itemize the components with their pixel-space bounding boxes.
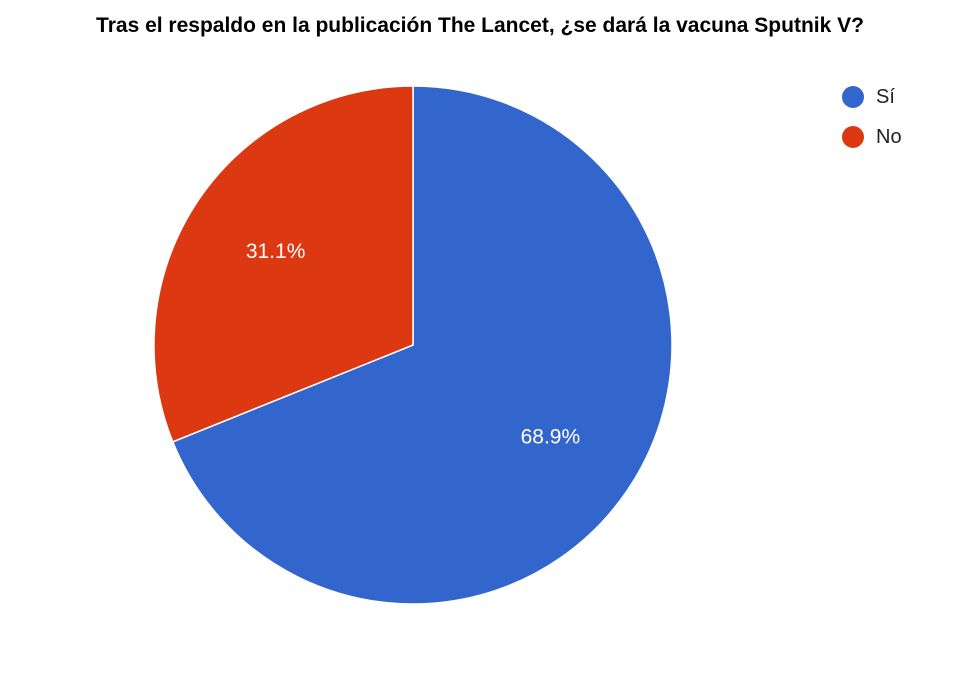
pie-slice-si[interactable] xyxy=(171,85,673,605)
legend-item-no[interactable]: No xyxy=(842,124,902,150)
pie-slice-no[interactable] xyxy=(153,85,414,443)
slice-label-si: 68.9% xyxy=(521,425,581,448)
legend-item-si[interactable]: Sí xyxy=(842,84,902,110)
slice-label-no: 31.1% xyxy=(246,240,306,263)
legend-swatch-no xyxy=(842,126,864,148)
chart-title: Tras el respaldo en la publicación The L… xyxy=(96,14,864,37)
legend-swatch-si xyxy=(842,86,864,108)
legend: Sí No xyxy=(842,84,902,164)
legend-label-no: No xyxy=(876,125,902,148)
legend-label-si: Sí xyxy=(876,85,895,108)
